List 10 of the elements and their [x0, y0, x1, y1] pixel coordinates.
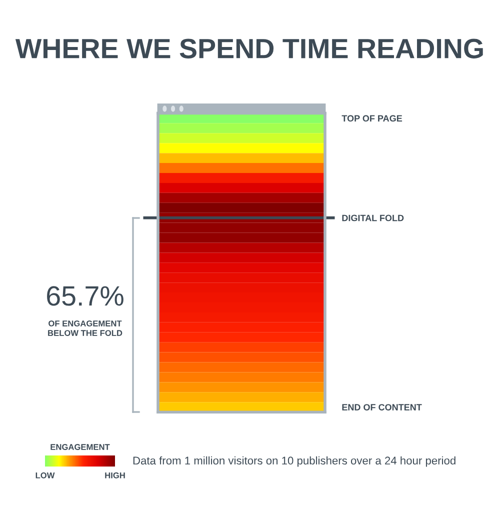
chart-title: WHERE WE SPEND TIME READING	[15, 38, 483, 58]
color-bar-label: LOW	[36, 472, 55, 478]
text: OF ENGAGEMENT BELOW THE FOLD	[48, 320, 122, 336]
color-bar-title: ENGAGEMENT	[50, 444, 110, 450]
y-tick-label: TOP OF PAGE	[342, 115, 402, 122]
y-tick-label: DIGITAL FOLD	[342, 214, 404, 222]
color-bar-label: HIGH	[105, 472, 125, 478]
text: 65.7%	[47, 286, 124, 306]
y-tick-label: END OF CONTENT	[342, 404, 422, 410]
text: Data from 1 million visitors on 10 publishers over a 24 hour period	[133, 456, 456, 467]
